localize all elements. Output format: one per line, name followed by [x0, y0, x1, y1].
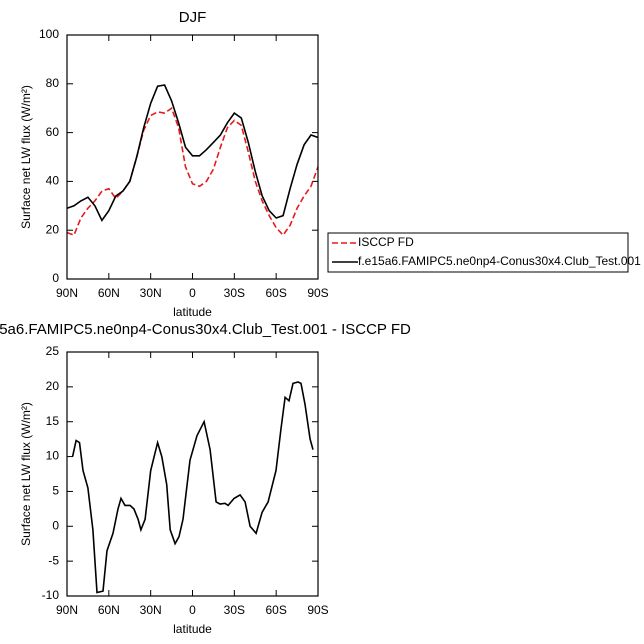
legend-box	[327, 232, 629, 273]
chart-title: f.e15a6.FAMIPC5.ne0np4-Conus30x4.Club_Te…	[0, 321, 411, 338]
y-axis-label: Surface net LW flux (W/m²)	[19, 402, 33, 546]
legend-label: f.e15a6.FAMIPC5.ne0np4-Conus30x4.Club_Te…	[358, 254, 641, 268]
x-tick-label: 0	[189, 286, 196, 300]
y-tick-label: 25	[46, 344, 60, 358]
plot-frame	[66, 351, 319, 597]
y-tick-label: 80	[46, 76, 60, 90]
y-tick-label: 20	[46, 379, 60, 393]
data-line	[71, 381, 314, 594]
x-tick-label: 60N	[98, 286, 120, 300]
x-axis-label: latitude	[173, 622, 212, 636]
x-tick-label: 30S	[224, 286, 245, 300]
y-tick-label: 100	[39, 27, 59, 41]
x-tick-label: 90N	[56, 286, 78, 300]
y-tick-label: 5	[52, 484, 59, 498]
x-tick-label: 90S	[307, 286, 328, 300]
x-tick-label: 30N	[140, 603, 162, 617]
x-tick-label: 30S	[224, 603, 245, 617]
y-axis-label: Surface net LW flux (W/m²)	[19, 85, 33, 229]
y-tick-label: -5	[48, 553, 59, 567]
y-tick-label: 10	[46, 449, 60, 463]
data-line	[66, 84, 319, 222]
y-tick-label: 0	[52, 518, 59, 532]
x-tick-label: 90S	[307, 603, 328, 617]
x-tick-label: 90N	[56, 603, 78, 617]
data-line	[66, 106, 319, 237]
x-tick-label: 30N	[140, 286, 162, 300]
y-tick-label: 40	[46, 174, 60, 188]
y-tick-label: 20	[46, 222, 60, 236]
chart-title: DJF	[179, 9, 207, 26]
plot-frame	[66, 34, 319, 280]
x-tick-label: 0	[189, 603, 196, 617]
legend-label: ISCCP FD	[358, 235, 414, 249]
y-tick-label: 15	[46, 414, 60, 428]
x-tick-label: 60S	[265, 603, 286, 617]
y-tick-label: 0	[52, 271, 59, 285]
x-tick-label: 60N	[98, 603, 120, 617]
x-tick-label: 60S	[265, 286, 286, 300]
x-axis-label: latitude	[173, 305, 212, 319]
y-tick-label: -10	[42, 588, 60, 602]
y-tick-label: 60	[46, 125, 60, 139]
